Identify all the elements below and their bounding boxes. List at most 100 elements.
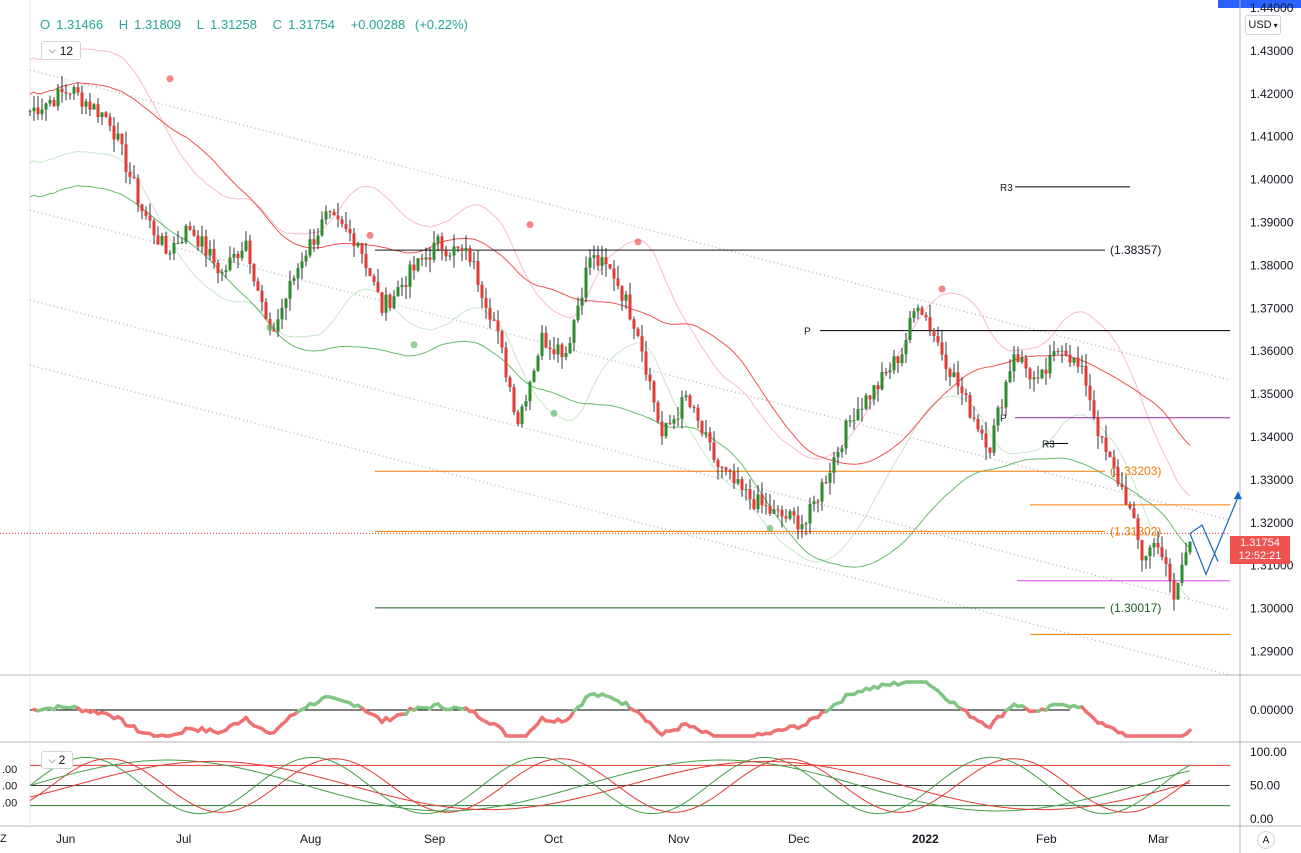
chevron-down-icon: ▾ [1273,20,1278,30]
candle-up [808,504,812,524]
candle-down [456,246,460,249]
projection-path [1189,496,1239,576]
candle-up [880,371,884,390]
time-tick-label: Dec [788,832,809,846]
candle-up [576,305,580,321]
candle-up [396,287,400,297]
auto-scale-button[interactable]: A [1257,831,1275,849]
pivot-label: P [1000,414,1007,425]
candle-up [556,344,560,355]
candle-down [1064,350,1068,355]
projection-arrowhead [1234,491,1242,500]
close-value: 1.31754 [288,17,336,32]
candle-up [600,257,604,266]
candle-down [712,442,716,461]
candle-down [936,335,940,343]
pivot-label: R3 [1000,183,1013,194]
candle-down [404,284,408,287]
candle-down [460,248,464,251]
candle-up [572,320,576,344]
interval-toggle-button[interactable]: ⌵ 12 [41,41,81,60]
interval-label: 12 [59,43,74,58]
candle-up [1012,354,1016,372]
candle-up [524,401,528,407]
candle-down [708,432,712,443]
candle-up [432,242,436,260]
trend-marker-dot [410,341,418,349]
candle-up [864,395,868,409]
candle-up [812,501,816,505]
candle-up [84,101,88,107]
candle-down [1124,486,1128,505]
stochastic-slow-d-line [29,760,1191,811]
candle-up [208,248,212,256]
low-value: 1.31258 [210,17,257,32]
candle-up [828,472,832,483]
price-level-label: (1.30017) [1110,601,1161,615]
stochastic-left-tick: .00 [2,781,17,793]
candle-up [1152,542,1156,548]
candle-up [240,250,244,259]
candle-down [140,204,144,212]
candle-down [1092,400,1096,417]
candle-up [400,284,404,288]
candle-down [1096,416,1100,437]
candle-up [48,100,52,104]
candle-up [1052,351,1056,356]
stochastic-tick-label: 50.00 [1250,779,1280,793]
candle-up [1040,369,1044,379]
candle-down [1000,407,1004,409]
candle-up [860,408,864,410]
price-tick-label: 1.37000 [1250,301,1294,315]
candle-down [420,258,424,260]
candle-down [504,347,508,378]
top-accent-bar [1218,0,1301,8]
candle-down [1168,563,1172,581]
candle-up [892,356,896,371]
candle-down [256,281,260,291]
stochastic-pane-toggle[interactable]: ⌵ 2 [41,751,73,769]
chevron-down-icon: ⌵ [48,45,56,55]
candle-up [436,236,440,243]
candle-down [648,374,652,382]
trend-marker-dot [366,231,374,239]
candle-up [416,258,420,271]
candle-up [1180,564,1184,583]
candle-up [872,385,876,400]
candle-up [1188,541,1192,553]
candle-up [56,88,60,107]
candle-down [1104,437,1108,452]
candle-up [1072,357,1076,363]
candle-down [108,116,112,126]
candle-up [100,112,104,118]
candle-down [1100,436,1104,438]
candle-up [680,397,684,419]
candle-up [744,489,748,491]
channel-line [29,69,1231,381]
candle-up [1004,381,1008,408]
time-tick-label: Sep [424,832,446,846]
stochastic-d-line [29,758,1191,813]
open-value: 1.31466 [56,17,104,32]
timezone-button[interactable]: Z [0,833,7,845]
projection-path-alt [1189,524,1219,562]
price-tick-label: 1.30000 [1250,602,1294,616]
candle-down [252,264,256,282]
candle-up [788,511,792,519]
last-price-badge: 1.31754 12:52:21 [1230,536,1290,564]
candle-down [376,281,380,293]
time-tick-label: Feb [1036,832,1057,846]
candle-down [552,349,556,355]
candle-up [28,111,32,113]
candle-down [1112,457,1116,468]
candle-down [732,471,736,484]
candle-up [772,509,776,514]
currency-select[interactable]: USD ▾ [1245,15,1281,35]
low-label: L [196,17,204,32]
candle-down [692,407,696,409]
candle-down [264,301,268,320]
chevron-down-icon: ⌵ [48,754,56,765]
moving-average-line-slow [29,185,1191,568]
candle-down [120,133,124,145]
